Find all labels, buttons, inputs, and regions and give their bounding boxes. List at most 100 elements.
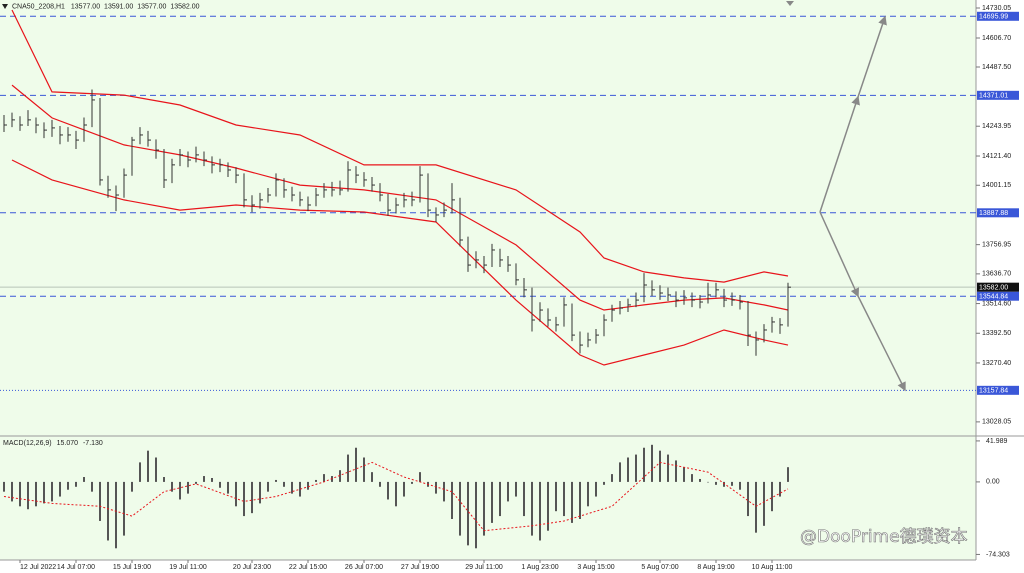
x-tick-label: 1 Aug 23:00 bbox=[521, 564, 558, 571]
bollinger-middle bbox=[11, 84, 789, 311]
level-box bbox=[977, 385, 1019, 395]
macd-bar bbox=[659, 450, 661, 482]
forecast-arrow bbox=[819, 211, 860, 298]
macd-bar bbox=[75, 481, 77, 487]
plot-background bbox=[0, 0, 976, 560]
level-label: 14695.99 bbox=[979, 14, 1008, 21]
macd-bar bbox=[347, 454, 349, 482]
macd-bar bbox=[563, 481, 565, 517]
y-tick-label: 14606.70 bbox=[982, 35, 1011, 42]
y-tick-label: 13028.05 bbox=[982, 419, 1011, 426]
macd-bar bbox=[587, 481, 589, 507]
y-tick-label: 14487.50 bbox=[982, 64, 1011, 71]
x-tick-label: 27 Jul 19:00 bbox=[401, 564, 439, 571]
level-label: 13887.88 bbox=[979, 210, 1008, 217]
macd-header: MACD(12,26,9) 15.070 -7.130 bbox=[3, 440, 103, 447]
menu-arrow bbox=[2, 4, 8, 9]
macd-bar bbox=[219, 481, 221, 488]
macd-bar bbox=[395, 481, 397, 507]
macd-bar bbox=[131, 481, 133, 492]
y-tick-label: 14243.95 bbox=[982, 123, 1011, 130]
y-tick-label: 13392.50 bbox=[982, 330, 1011, 337]
macd-bar bbox=[283, 481, 285, 487]
macd-bar bbox=[547, 481, 549, 531]
y-tick-label: 14001.15 bbox=[982, 182, 1011, 189]
macd-bar bbox=[771, 481, 773, 512]
macd-bar bbox=[67, 481, 69, 490]
y-tick-label: 13756.95 bbox=[982, 241, 1011, 248]
x-tick-label: 29 Jul 11:00 bbox=[465, 564, 503, 571]
macd-title: MACD(12,26,9) bbox=[3, 440, 52, 447]
macd-bar bbox=[459, 481, 461, 536]
x-tick-label: 19 Jul 11:00 bbox=[169, 564, 207, 571]
y-tick-label: 13636.70 bbox=[982, 271, 1011, 278]
macd-tick-label: 0.00 bbox=[986, 479, 1000, 486]
macd-bar bbox=[419, 472, 421, 482]
macd-bar bbox=[507, 481, 509, 502]
macd-bar bbox=[171, 481, 173, 492]
macd-bar bbox=[155, 457, 157, 482]
macd-bar bbox=[211, 478, 213, 482]
macd-bar bbox=[579, 481, 581, 519]
macd-bar bbox=[339, 470, 341, 482]
level-box bbox=[977, 11, 1019, 21]
macd-bar bbox=[139, 462, 141, 482]
macd-bar bbox=[731, 481, 733, 486]
macd-bar bbox=[371, 472, 373, 482]
macd-bar bbox=[235, 481, 237, 507]
level-label: 13544.84 bbox=[979, 294, 1008, 301]
macd-bar bbox=[675, 460, 677, 482]
macd-bar bbox=[787, 467, 789, 482]
y-tick-label: 13514.60 bbox=[982, 300, 1011, 307]
forecast-arrow bbox=[819, 95, 860, 213]
macd-reading: 15.070 bbox=[57, 440, 79, 447]
macd-bar bbox=[411, 481, 413, 484]
x-tick-label: 14 Jul 07:00 bbox=[57, 564, 95, 571]
x-tick-label: 12 Jul 2022 bbox=[20, 564, 56, 571]
axis-background bbox=[0, 560, 976, 573]
macd-bar bbox=[243, 481, 245, 517]
levels bbox=[0, 15, 976, 391]
x-tick-label: 5 Aug 07:00 bbox=[641, 564, 678, 571]
macd-bar bbox=[595, 481, 597, 497]
macd-bar bbox=[259, 481, 261, 504]
macd-bar bbox=[291, 481, 293, 494]
macd-bar bbox=[475, 481, 477, 549]
macd-bar bbox=[323, 474, 325, 482]
level-box bbox=[977, 291, 1019, 301]
macd-bar bbox=[275, 479, 277, 482]
axes: 14730.05 14606.70 14487.50 14243.95 14121.40… bbox=[19, 5, 1019, 571]
macd-bar bbox=[267, 481, 269, 492]
macd-bar bbox=[403, 481, 405, 497]
y-tick-label: 14730.05 bbox=[982, 5, 1011, 12]
macd-reading: -7.130 bbox=[83, 440, 103, 447]
macd-bar bbox=[747, 481, 749, 517]
macd-bar bbox=[491, 481, 493, 523]
current-price-label: 13582.00 bbox=[979, 285, 1008, 292]
x-tick-label: 22 Jul 15:00 bbox=[289, 564, 327, 571]
macd-bar bbox=[515, 481, 517, 497]
x-tick-label: 8 Aug 19:00 bbox=[697, 564, 734, 571]
macd-bar bbox=[179, 481, 181, 500]
bollinger-upper bbox=[11, 9, 789, 283]
macd-bar bbox=[187, 481, 189, 494]
macd-bar bbox=[683, 467, 685, 482]
macd-bar bbox=[51, 481, 53, 502]
x-tick-label: 26 Jul 07:00 bbox=[345, 564, 383, 571]
macd-bar bbox=[59, 481, 61, 497]
macd-bar bbox=[467, 481, 469, 546]
price-bars bbox=[3, 89, 791, 356]
level-box bbox=[977, 208, 1019, 218]
forecast-arrow bbox=[857, 15, 887, 98]
forecast-arrow bbox=[857, 295, 906, 392]
macd-tick-label: -74.303 bbox=[986, 551, 1010, 558]
macd-bar bbox=[723, 481, 725, 487]
macd-bar bbox=[435, 481, 437, 494]
forecast-arrows bbox=[819, 15, 906, 392]
x-tick-label: 3 Aug 15:00 bbox=[577, 564, 614, 571]
macd-bar bbox=[387, 481, 389, 500]
macd-bar bbox=[195, 481, 197, 484]
level-box bbox=[977, 90, 1019, 100]
current-price-box bbox=[977, 282, 1019, 292]
macd-bar bbox=[163, 477, 165, 482]
